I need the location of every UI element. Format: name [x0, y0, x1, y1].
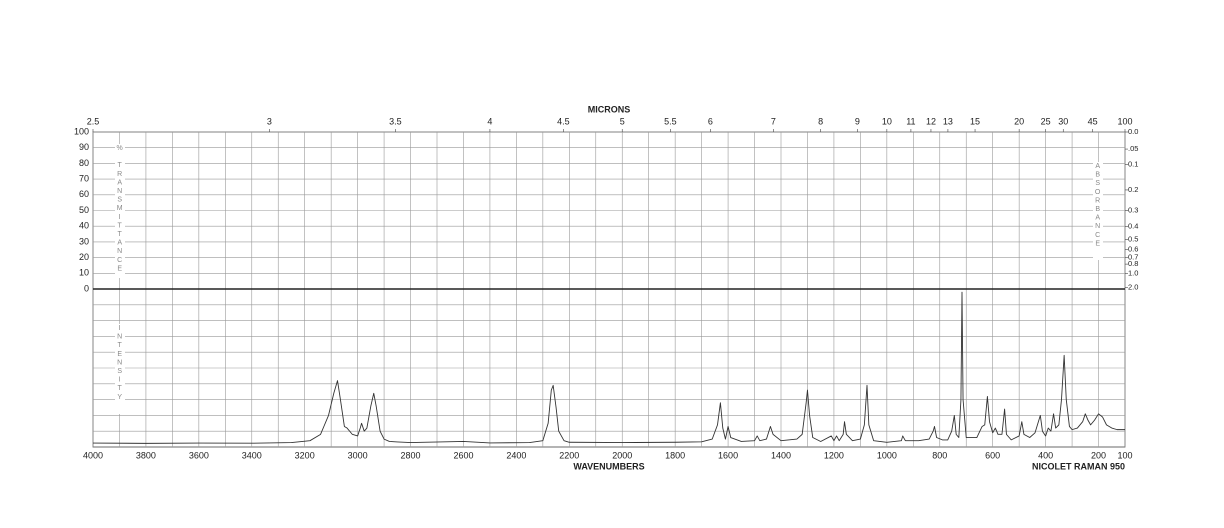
y-tick-label: 20 [79, 252, 89, 262]
x-tick-label: 600 [985, 450, 1000, 460]
y-tick-label: 40 [79, 221, 89, 231]
y2-tick-label: 0.7 [1128, 253, 1138, 262]
x2-tick-label: 4 [487, 116, 492, 126]
y2-tick-label: 0.1 [1128, 159, 1138, 168]
x2-tick-label: 3.5 [389, 116, 402, 126]
y-tick-label: 10 [79, 268, 89, 278]
instrument-note: NICOLET RAMAN 950 [1032, 461, 1125, 471]
y2-tick-label: 2.0 [1128, 282, 1138, 291]
y-tick-label: 80 [79, 158, 89, 168]
x-tick-label: 3800 [136, 450, 156, 460]
x2-tick-label: 9 [855, 116, 860, 126]
x-tick-label: 3600 [189, 450, 209, 460]
x2-tick-label: 45 [1088, 116, 1098, 126]
x2-tick-label: 2.5 [87, 116, 100, 126]
y2-tick-label: 0.6 [1128, 245, 1138, 254]
intensity-label: INTENSITY [116, 325, 123, 402]
x-tick-label: 400 [1038, 450, 1053, 460]
y2-tick-label: 0.3 [1128, 205, 1138, 214]
x2-tick-label: 8 [818, 116, 823, 126]
x-tick-label: 3200 [295, 450, 315, 460]
y-tick-label: 70 [79, 173, 89, 183]
x-tick-label: 1200 [824, 450, 844, 460]
x-tick-label: 800 [932, 450, 947, 460]
x2-tick-label: 4.5 [557, 116, 570, 126]
y2-axis-label: ABSORBANCE [1094, 163, 1101, 249]
y2-tick-label: 0.4 [1128, 221, 1138, 230]
y2-tick-label: 0.8 [1128, 259, 1138, 268]
spectrum-line [92, 291, 1125, 444]
y2-tick-label: 0.0 [1128, 127, 1138, 136]
x2-tick-label: 15 [970, 116, 980, 126]
x-tick-label: 1400 [771, 450, 791, 460]
y-tick-label: 100 [74, 126, 89, 136]
y2-tick-label: .05 [1128, 144, 1138, 153]
x-tick-label: 3400 [242, 450, 262, 460]
y-tick-label: 90 [79, 142, 89, 152]
y-axis-label: % TRANSMITTANCE [116, 145, 123, 274]
y2-tick-label: 1.0 [1128, 268, 1138, 277]
y2-tick-label: 0.5 [1128, 234, 1138, 243]
x2-tick-label: 25 [1041, 116, 1051, 126]
x-tick-label: 2200 [559, 450, 579, 460]
x2-tick-label: 12 [926, 116, 936, 126]
x-axis-label: WAVENUMBERS [573, 461, 644, 471]
x-tick-label: 2000 [612, 450, 632, 460]
label-backing [115, 324, 125, 414]
x-tick-label: 2600 [453, 450, 473, 460]
x2-tick-label: 6 [708, 116, 713, 126]
x-tick-label: 1600 [718, 450, 738, 460]
y2-tick-label: 0.2 [1128, 185, 1138, 194]
x2-tick-label: 30 [1058, 116, 1068, 126]
x-tick-label: 1800 [665, 450, 685, 460]
x-tick-label: 100 [1117, 450, 1132, 460]
x2-tick-label: 20 [1014, 116, 1024, 126]
label-backing [1093, 162, 1103, 260]
x2-tick-label: 13 [943, 116, 953, 126]
x-tick-label: 200 [1091, 450, 1106, 460]
x2-tick-label: 11 [906, 116, 915, 126]
y-tick-label: 0 [84, 283, 89, 293]
x-tick-label: 3000 [348, 450, 368, 460]
x2-tick-label: 7 [771, 116, 776, 126]
x2-tick-label: 100 [1117, 116, 1132, 126]
x2-tick-label: 5.5 [664, 116, 677, 126]
y-tick-label: 60 [79, 189, 89, 199]
x2-tick-label: 5 [620, 116, 625, 126]
x2-tick-label: 10 [882, 116, 892, 126]
x2-tick-label: 3 [267, 116, 272, 126]
x-tick-label: 4000 [83, 450, 103, 460]
x-tick-label: 2400 [506, 450, 526, 460]
y-tick-label: 30 [79, 236, 89, 246]
y-tick-label: 50 [79, 205, 89, 215]
x-tick-label: 1000 [877, 450, 897, 460]
label-backing [115, 144, 125, 278]
chart-title: MICRONS [588, 104, 631, 114]
x-tick-label: 2800 [401, 450, 421, 460]
